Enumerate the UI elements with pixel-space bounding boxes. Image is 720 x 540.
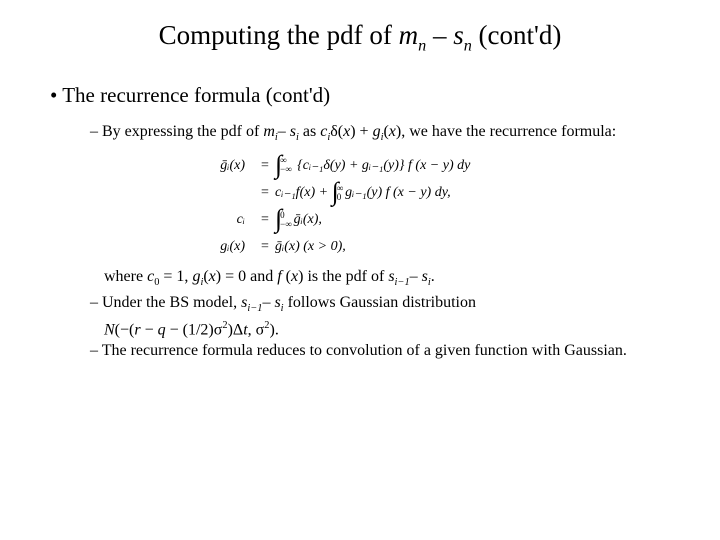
sub2b-q: q [158,322,166,339]
sub1-mi: m [263,123,275,140]
math-r2-b: gᵢ₋₁(y) f (x − y) dy, [345,185,451,200]
sub2-gauss: Gaussian distribution [340,294,476,311]
math-r1-a: {cᵢ₋₁δ(y) + gᵢ₋₁(y)} [297,158,404,173]
sub1-prefix: By expressing the pdf of [102,123,263,140]
sub2b-m1: − [141,322,158,339]
math-r2-right: cᵢ₋₁f(x) + ∫∞0gᵢ₋₁(y) f (x − y) dy, [275,182,670,203]
math-r4-left: gᵢ(x) [180,236,255,257]
math-row-3: cᵢ = ∫0−∞ḡᵢ(x), [180,209,670,230]
where-eq1: = 1, [159,268,192,285]
int-limits-1: ∞−∞ [280,156,292,174]
title-m: m [399,20,419,50]
sub-bullet-3: The recurrence formula reduces to convol… [90,341,670,361]
sub2-im1: i−1 [247,303,262,314]
math-r4-eq: = [255,236,275,257]
math-row-1: ḡᵢ(x) = ∫∞−∞ {cᵢ₋₁δ(y) + gᵢ₋₁(y)} f (x −… [180,155,670,176]
where-dash: – [410,268,422,285]
sub1-suffix: ), we have the recurrence formula: [396,123,616,140]
sub2b-N: N [104,322,115,339]
title-s: s [453,20,464,50]
sub1-gi: g [373,123,381,140]
math-row-2: = cᵢ₋₁f(x) + ∫∞0gᵢ₋₁(y) f (x − y) dy, [180,182,670,203]
title-n1: n [418,36,426,54]
sub-bullet-1: By expressing the pdf of mi– si as ciδ(x… [90,122,670,144]
where-mid: ) is the pdf of [298,268,388,285]
where-clause: where c0 = 1, gi(x) = 0 and f (x) is the… [104,267,670,289]
title-minus: – [426,20,453,50]
sub1-x2: x [389,123,396,140]
slide-title: Computing the pdf of mn – sn (cont'd) [50,20,670,55]
sub1-delta: δ( [330,123,343,140]
math-r2-eq: = [255,182,275,203]
math-r3-left: cᵢ [180,209,255,230]
bullet1-text: The recurrence formula (cont'd) [62,83,330,107]
sub1-plus: ) + [350,123,372,140]
sub3-conv: convolution of a given function with Gau… [326,342,623,359]
sub1-mid: as [299,123,320,140]
sub2-prefix: Under the BS model, [102,294,241,311]
where-prefix: where [104,268,147,285]
title-prefix: Computing the pdf of [159,20,399,50]
math-r3-eq: = [255,209,275,230]
sub3-prefix: The recurrence formula reduces to [102,342,326,359]
where-im1: i−1 [395,277,410,288]
main-bullet: The recurrence formula (cont'd) [50,83,670,108]
sub3-end: . [623,342,627,359]
math-row-4: gᵢ(x) = ḡᵢ(x) (x > 0), [180,236,670,257]
int-limits-2: ∞0 [337,184,343,202]
where-x: x [209,268,216,285]
math-r1-right: ∫∞−∞ {cᵢ₋₁δ(y) + gᵢ₋₁(y)} f (x − y) dy [275,155,670,176]
math-r1-eq: = [255,155,275,176]
where-f: f [277,268,285,285]
sub2b-comma: , σ [248,322,265,339]
math-r2-a: cᵢ₋₁f(x) + [275,185,332,200]
math-r4-right: ḡᵢ(x) (x > 0), [275,236,670,257]
math-r1-left: ḡᵢ(x) [180,155,255,176]
sub2b-m2: − (1/2)σ [166,322,223,339]
math-r1-b: f (x − y) dy [405,158,471,173]
int-limits-3: 0−∞ [280,211,292,229]
math-block: ḡᵢ(x) = ∫∞−∞ {cᵢ₋₁δ(y) + gᵢ₋₁(y)} f (x −… [180,155,670,258]
math-r3-a: ḡᵢ(x), [294,212,322,227]
math-r3-right: ∫0−∞ḡᵢ(x), [275,209,670,230]
sub2b-dt: )Δ [228,322,244,339]
sub2-mid: follows [284,294,340,311]
where-end: . [431,268,435,285]
sub-bullet-2: Under the BS model, si−1– si follows Gau… [90,293,670,315]
sub1-dash: – [278,123,290,140]
sub2b-close: ). [269,322,278,339]
title-suffix: (cont'd) [472,20,562,50]
sub2b-open: (−( [115,322,135,339]
normal-dist: N(−(r − q − (1/2)σ2)Δt, σ2). [104,319,670,340]
sub2-dash: – [262,294,274,311]
title-n2: n [464,36,472,54]
where-eq0: ) = 0 and [216,268,277,285]
